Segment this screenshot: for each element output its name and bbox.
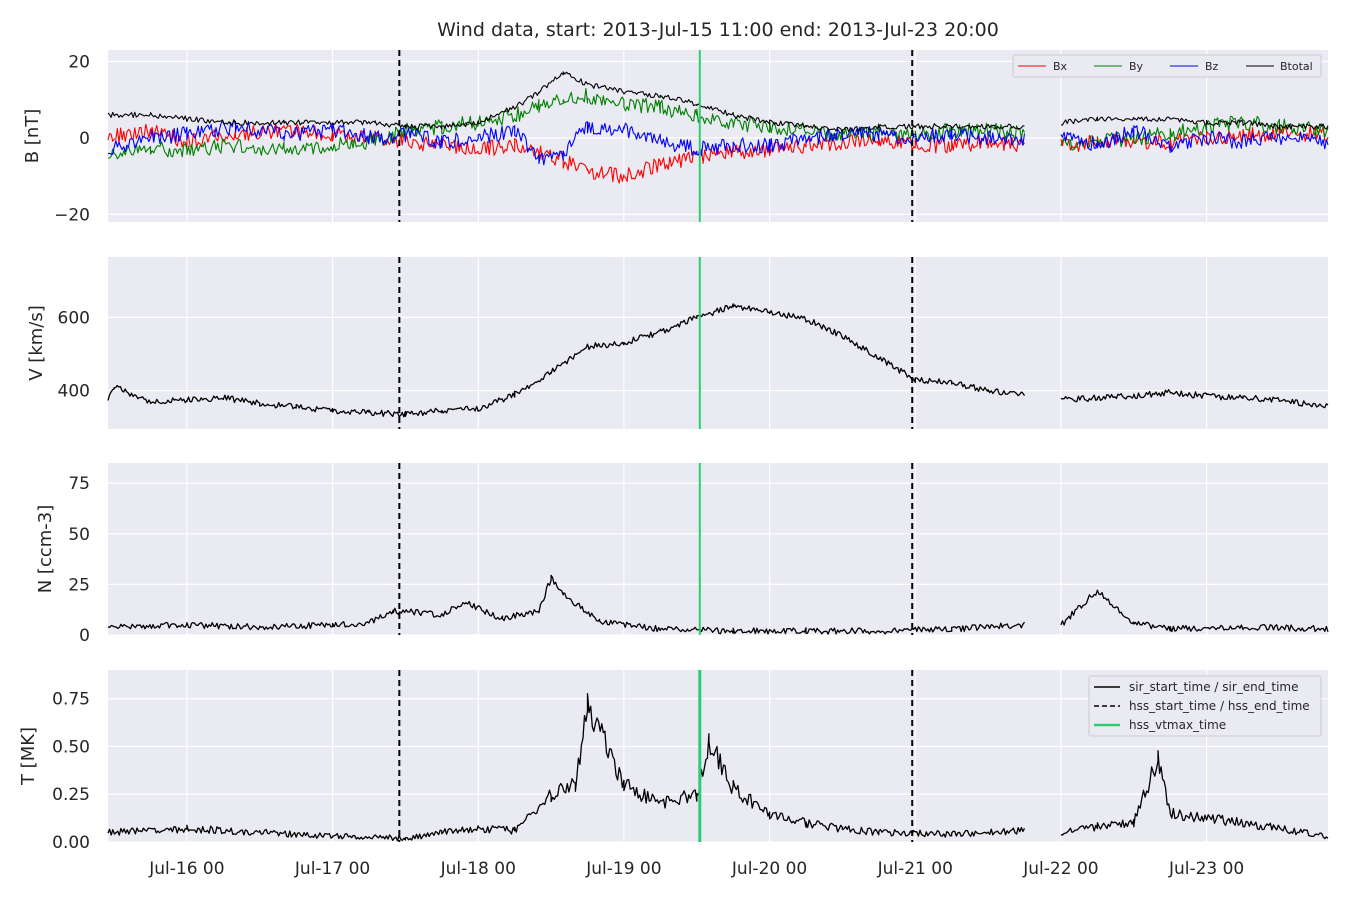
legend-bz-label: Bz — [1205, 60, 1219, 73]
panel-b-ylabel: B [nT] — [22, 109, 43, 164]
y-tick-label: 0.50 — [52, 737, 90, 757]
figure-title: Wind data, start: 2013-Jul-15 11:00 end:… — [437, 19, 999, 41]
panel-n-ylabel: N [ccm-3] — [35, 505, 56, 594]
panel-v-background — [108, 257, 1328, 429]
panel-v-series — [107, 303, 1329, 418]
x-tick-label: Jul-16 00 — [148, 859, 224, 879]
panel-t-yticks: 0.75 0.50 0.25 0.00 — [52, 690, 90, 853]
y-tick-label: 0 — [79, 626, 90, 646]
panel-b-events — [398, 50, 914, 222]
y-tick-label: 20 — [68, 52, 90, 72]
panel-b-series — [107, 71, 1329, 184]
y-tick-label: 600 — [58, 308, 90, 328]
x-tick-label: Jul-19 00 — [585, 859, 661, 879]
panel-n-events — [398, 463, 914, 635]
series-n-line — [107, 574, 1329, 635]
x-tick-label: Jul-22 00 — [1022, 859, 1098, 879]
legend-b-frame — [1012, 54, 1322, 78]
panel-v: 600 400 V [km/s] — [26, 257, 1329, 429]
panel-b-yticks: 20 0 −20 — [54, 52, 90, 225]
panel-n-yticks: 75 50 25 0 — [68, 474, 90, 646]
y-tick-label: 0.00 — [52, 833, 90, 853]
legend-vtmax-label: hss_vtmax_time — [1129, 718, 1226, 732]
x-tick-label: Jul-20 00 — [731, 859, 807, 879]
x-tick-label: Jul-21 00 — [877, 859, 953, 879]
series-v-line — [107, 303, 1329, 418]
y-tick-label: 400 — [58, 382, 90, 402]
legend-bx-label: Bx — [1053, 60, 1068, 73]
x-tick-label: Jul-17 00 — [294, 859, 370, 879]
y-tick-label: 0 — [79, 129, 90, 149]
x-tick-label: Jul-18 00 — [440, 859, 516, 879]
panel-v-yticks: 600 400 — [58, 308, 90, 401]
legend-btotal-label: Btotal — [1280, 60, 1313, 73]
panel-n-series — [107, 574, 1329, 635]
legend-by-label: By — [1129, 60, 1144, 73]
panel-v-events — [398, 257, 914, 429]
legend-events: sir_start_time / sir_end_time hss_start_… — [1088, 675, 1322, 737]
legend-events-frame — [1088, 675, 1322, 737]
y-tick-label: 25 — [68, 575, 90, 595]
legend-sir-label: sir_start_time / sir_end_time — [1129, 680, 1299, 694]
y-tick-label: 75 — [68, 474, 90, 494]
series-bz-line — [107, 119, 1329, 166]
panel-t-events — [398, 670, 914, 842]
y-tick-label: 50 — [68, 525, 90, 545]
x-tick-label: Jul-23 00 — [1168, 859, 1244, 879]
panel-n-background — [108, 463, 1328, 635]
x-axis-ticks: Jul-16 00 Jul-17 00 Jul-18 00 Jul-19 00 Jul-… — [148, 859, 1244, 879]
y-tick-label: 0.75 — [52, 690, 90, 710]
legend-b: Bx By Bz Btotal — [1012, 54, 1322, 78]
panel-t: 0.75 0.50 0.25 0.00 T [MK] — [18, 670, 1329, 853]
panel-b: 20 0 −20 B [nT] — [22, 50, 1329, 225]
panel-t-ylabel: T [MK] — [18, 727, 39, 786]
panel-n: 75 50 25 0 N [ccm-3] — [35, 463, 1329, 646]
series-btotal-line — [107, 71, 1329, 134]
panel-v-ylabel: V [km/s] — [26, 305, 47, 380]
panel-t-series — [107, 692, 1329, 842]
legend-hss-label: hss_start_time / hss_end_time — [1129, 699, 1310, 713]
series-t-line — [107, 692, 1329, 842]
y-tick-label: 0.25 — [52, 785, 90, 805]
series-by-line — [107, 88, 1329, 160]
y-tick-label: −20 — [54, 205, 90, 225]
